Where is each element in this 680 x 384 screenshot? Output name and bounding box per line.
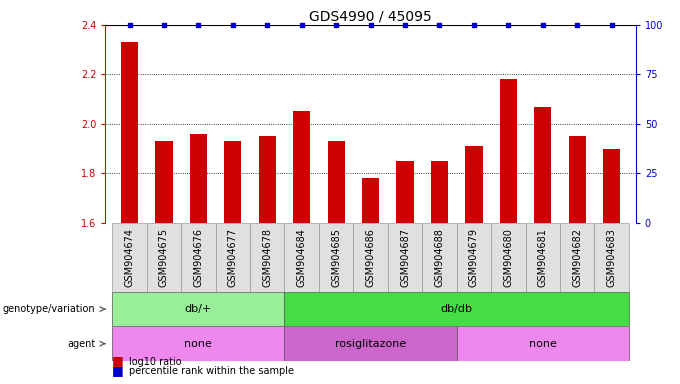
Bar — [121, 42, 138, 223]
Text: percentile rank within the sample: percentile rank within the sample — [129, 366, 294, 376]
Bar — [112, 326, 284, 361]
Point — [124, 22, 135, 28]
Bar — [293, 111, 310, 223]
Text: GSM904680: GSM904680 — [503, 228, 513, 287]
Text: GSM904687: GSM904687 — [400, 228, 410, 287]
Point — [330, 22, 341, 28]
Text: none: none — [529, 339, 557, 349]
Bar — [560, 223, 594, 292]
Bar — [328, 141, 345, 223]
Point — [434, 22, 445, 28]
Bar — [190, 134, 207, 223]
Text: none: none — [184, 339, 212, 349]
Bar — [112, 223, 147, 292]
Text: rosiglitazone: rosiglitazone — [335, 339, 406, 349]
Text: GSM904683: GSM904683 — [607, 228, 617, 287]
Text: GSM904674: GSM904674 — [124, 228, 135, 287]
Bar — [568, 136, 586, 223]
Text: log10 ratio: log10 ratio — [129, 357, 182, 367]
Bar — [258, 136, 276, 223]
Point — [262, 22, 273, 28]
Text: GSM904682: GSM904682 — [573, 228, 582, 287]
Bar — [422, 223, 457, 292]
Text: GSM904681: GSM904681 — [538, 228, 548, 287]
Text: genotype/variation: genotype/variation — [3, 304, 95, 314]
Text: GSM904685: GSM904685 — [331, 228, 341, 287]
Bar — [534, 106, 551, 223]
Point — [227, 22, 238, 28]
Bar — [491, 223, 526, 292]
Bar — [216, 223, 250, 292]
Text: GSM904688: GSM904688 — [435, 228, 445, 287]
Text: GSM904679: GSM904679 — [469, 228, 479, 287]
Bar — [155, 141, 173, 223]
Point — [158, 22, 169, 28]
Bar — [319, 223, 354, 292]
Bar — [396, 161, 413, 223]
Bar — [457, 223, 491, 292]
Text: GSM904677: GSM904677 — [228, 228, 238, 287]
Point — [400, 22, 411, 28]
Bar — [431, 161, 448, 223]
Bar — [181, 223, 216, 292]
Text: GSM904684: GSM904684 — [296, 228, 307, 287]
Text: ■: ■ — [112, 364, 124, 377]
Text: agent: agent — [67, 339, 95, 349]
Text: db/+: db/+ — [185, 304, 212, 314]
Text: GSM904686: GSM904686 — [366, 228, 375, 287]
Point — [503, 22, 514, 28]
Bar — [594, 223, 629, 292]
Point — [296, 22, 307, 28]
Point — [572, 22, 583, 28]
Bar — [284, 223, 319, 292]
Bar — [284, 326, 457, 361]
Text: GSM904676: GSM904676 — [193, 228, 203, 287]
Title: GDS4990 / 45095: GDS4990 / 45095 — [309, 10, 432, 24]
Bar — [603, 149, 620, 223]
Bar — [465, 146, 483, 223]
Text: db/db: db/db — [441, 304, 473, 314]
Bar — [362, 178, 379, 223]
Bar — [250, 223, 284, 292]
Point — [469, 22, 479, 28]
Bar — [500, 79, 517, 223]
Bar — [284, 292, 629, 326]
Point — [193, 22, 204, 28]
Text: ■: ■ — [112, 354, 124, 367]
Bar — [224, 141, 241, 223]
Point — [365, 22, 376, 28]
Bar — [354, 223, 388, 292]
Bar — [112, 292, 284, 326]
Bar — [457, 326, 629, 361]
Text: GSM904675: GSM904675 — [159, 228, 169, 287]
Bar — [388, 223, 422, 292]
Text: GSM904678: GSM904678 — [262, 228, 272, 287]
Point — [537, 22, 548, 28]
Point — [607, 22, 617, 28]
Bar — [147, 223, 181, 292]
Bar — [526, 223, 560, 292]
